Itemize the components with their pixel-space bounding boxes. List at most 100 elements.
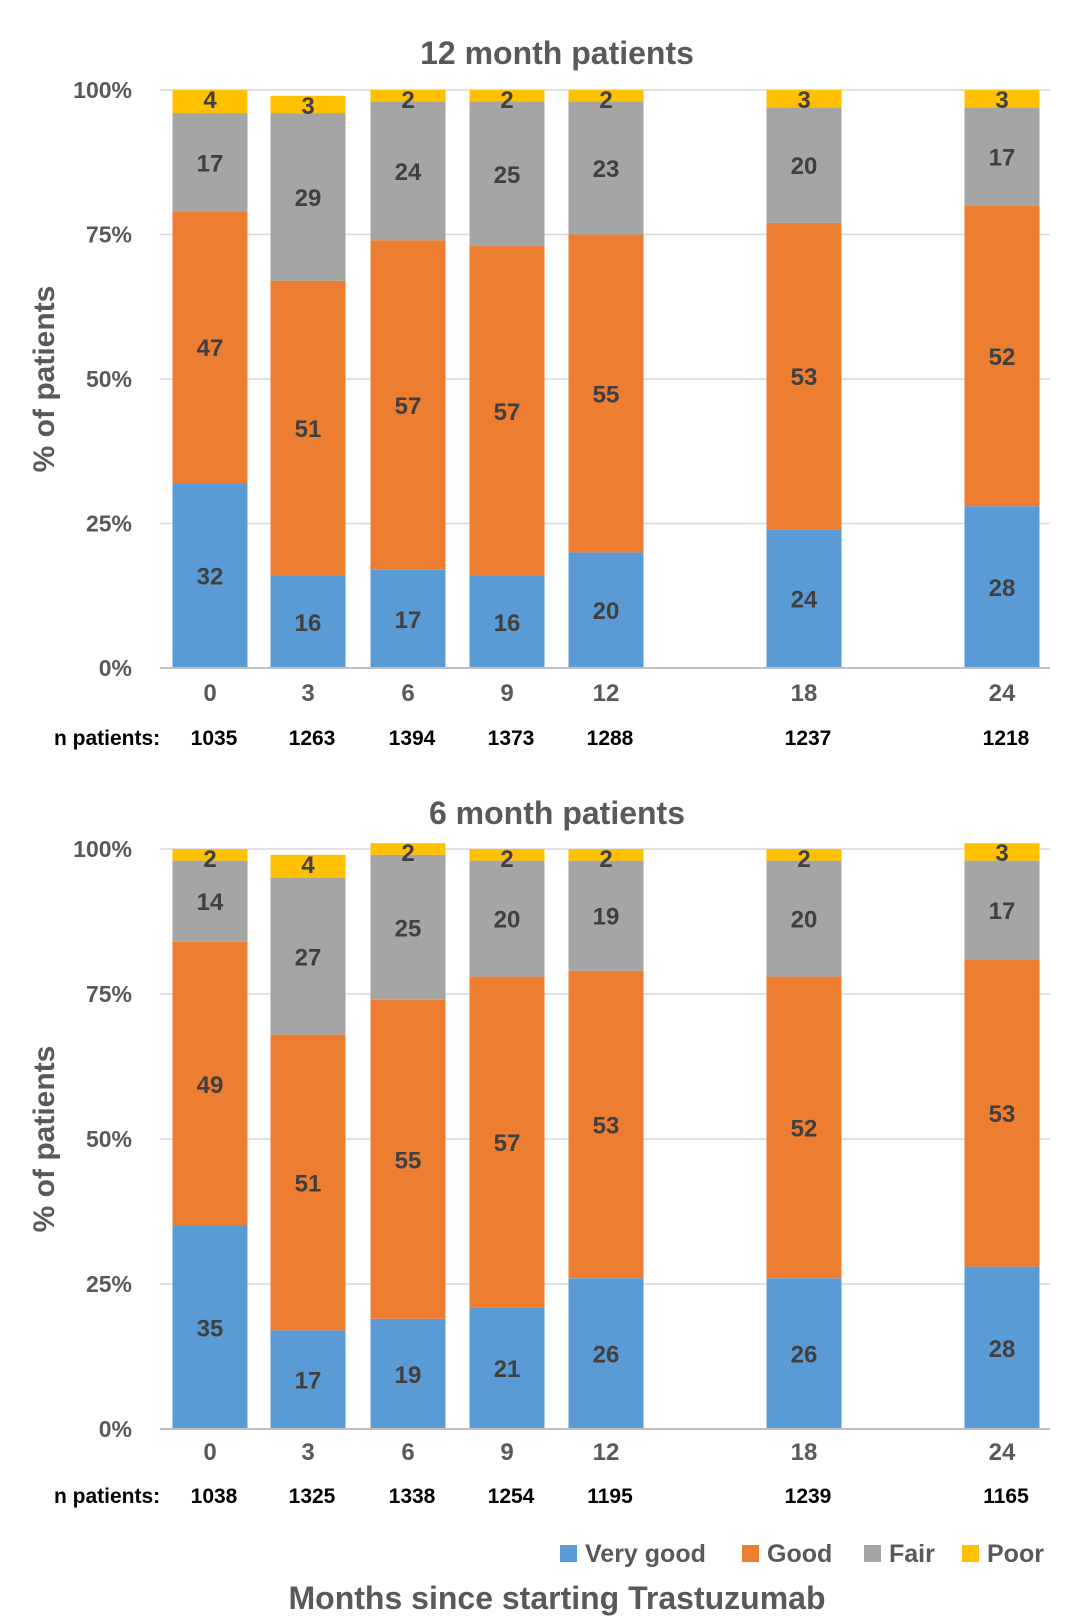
data-label: 20 xyxy=(791,907,818,934)
data-label: 25 xyxy=(395,915,422,942)
n-patients-label: n patients: xyxy=(54,727,160,750)
data-label: 57 xyxy=(395,393,422,420)
data-label: 19 xyxy=(395,1362,422,1389)
bar-segment-poor xyxy=(370,843,446,855)
bar-segment-fair xyxy=(270,113,346,281)
bar-segment-good xyxy=(964,959,1040,1267)
x-tick-label: 18 xyxy=(791,680,818,707)
bar-segment-good xyxy=(469,976,545,1308)
n-patients-value: 1165 xyxy=(983,1485,1029,1508)
x-tick-label: 12 xyxy=(593,680,620,707)
data-label: 55 xyxy=(395,1147,422,1174)
bar-segment-poor xyxy=(270,854,346,878)
bar-segment-poor xyxy=(766,849,842,861)
data-label: 35 xyxy=(197,1316,224,1343)
n-patients-value: 1254 xyxy=(488,1485,535,1508)
data-label: 17 xyxy=(197,150,224,177)
x-tick-label: 9 xyxy=(500,1439,513,1466)
bar-segment-poor xyxy=(568,849,644,861)
bar-segment-good xyxy=(469,246,545,576)
data-label: 32 xyxy=(197,564,224,591)
data-label: 3 xyxy=(797,87,810,114)
bar-segment-poor xyxy=(469,849,545,861)
n-patients-value: 1263 xyxy=(289,727,336,750)
y-tick-label: 100% xyxy=(73,77,132,103)
x-tick-label: 18 xyxy=(791,1439,818,1466)
legend: Very good Good Fair Poor xyxy=(560,1540,1044,1568)
data-label: 47 xyxy=(197,335,224,362)
bar-segment-poor xyxy=(270,95,346,114)
y-tick-label: 25% xyxy=(86,511,132,537)
data-label: 29 xyxy=(295,185,322,212)
n-patients-value: 1325 xyxy=(289,1485,336,1508)
bar-segment-good xyxy=(270,280,346,576)
data-label: 52 xyxy=(989,344,1016,371)
bar-segment-very-good xyxy=(172,483,248,668)
x-tick-label: 9 xyxy=(500,680,513,707)
data-label: 53 xyxy=(791,364,818,391)
legend-label-very-good: Very good xyxy=(585,1540,706,1568)
bar-segment-poor xyxy=(370,90,446,102)
bar-segment-fair xyxy=(370,101,446,241)
data-label: 55 xyxy=(593,381,620,408)
data-label: 25 xyxy=(494,162,521,189)
data-label: 53 xyxy=(989,1101,1016,1128)
data-label: 23 xyxy=(593,156,620,183)
bar-segment-fair xyxy=(469,860,545,977)
bar-segment-good xyxy=(270,1034,346,1331)
n-patients-value: 1239 xyxy=(785,1485,832,1508)
data-label: 28 xyxy=(989,1336,1016,1363)
data-label: 16 xyxy=(295,610,322,637)
y-tick-label: 50% xyxy=(86,366,132,392)
data-label: 2 xyxy=(401,87,414,114)
n-patients-value: 1288 xyxy=(587,727,634,750)
bar-segment-very-good xyxy=(964,1266,1040,1429)
data-label: 4 xyxy=(203,87,217,114)
bar-segment-fair xyxy=(766,107,842,223)
bar-segment-good xyxy=(370,999,446,1319)
n-patients-label: n patients: xyxy=(54,1485,160,1508)
bar-segment-good xyxy=(172,211,248,484)
bar-segment-fair xyxy=(270,878,346,1035)
y-tick-label: 100% xyxy=(73,836,132,862)
data-label: 17 xyxy=(295,1368,322,1395)
bar-segment-very-good xyxy=(370,569,446,668)
bar-segment-good xyxy=(766,976,842,1279)
n-patients-value: 1237 xyxy=(785,727,832,750)
x-tick-label: 6 xyxy=(401,1439,414,1466)
data-label: 21 xyxy=(494,1356,521,1383)
bar-segment-very-good xyxy=(370,1318,446,1429)
x-tick-label: 3 xyxy=(301,680,314,707)
x-tick-label: 6 xyxy=(401,680,414,707)
bar-segment-poor xyxy=(964,90,1040,108)
data-label: 49 xyxy=(197,1072,224,1099)
x-tick-label: 0 xyxy=(203,680,216,707)
x-axis-label: Months since starting Trastuzumab xyxy=(289,1580,826,1616)
n-patients-value: 1035 xyxy=(191,727,238,750)
bar-segment-very-good xyxy=(568,552,644,668)
bar-segment-very-good xyxy=(172,1226,248,1429)
bar-segment-very-good xyxy=(270,1330,346,1429)
data-label: 4 xyxy=(301,852,315,879)
bar-segment-very-good xyxy=(469,1307,545,1429)
chart-panel-1: 6 month patients 0% 25% 50% 75% 100% % of pati… xyxy=(28,795,1050,1508)
data-label: 51 xyxy=(295,416,322,443)
x-tick-label: 24 xyxy=(989,1439,1016,1466)
legend-swatch-good xyxy=(742,1545,759,1562)
bar-segment-very-good xyxy=(964,506,1040,668)
data-label: 14 xyxy=(197,889,224,916)
data-label: 57 xyxy=(494,399,521,426)
bar-segment-fair xyxy=(172,113,248,212)
x-tick-label: 0 xyxy=(203,1439,216,1466)
data-label: 27 xyxy=(295,944,322,971)
data-label: 28 xyxy=(989,575,1016,602)
n-patients-value: 1038 xyxy=(191,1485,238,1508)
chart-title: 12 month patients xyxy=(420,35,694,71)
data-label: 57 xyxy=(494,1130,521,1157)
x-tick-label: 3 xyxy=(301,1439,314,1466)
legend-label-poor: Poor xyxy=(987,1540,1044,1568)
data-label: 2 xyxy=(500,846,513,873)
bar-segment-poor xyxy=(172,90,248,114)
data-label: 20 xyxy=(791,153,818,180)
